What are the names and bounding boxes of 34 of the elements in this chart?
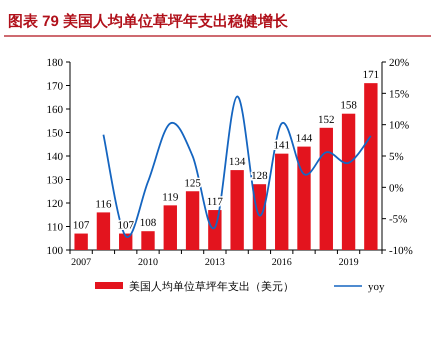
data-label: 134: [228, 156, 246, 168]
y-tick-label: 120: [46, 198, 64, 210]
x-tick-label: 2010: [138, 257, 158, 268]
y-tick-label: 100: [46, 245, 64, 257]
y2-tick-label: 10%: [389, 120, 410, 132]
data-label: 116: [95, 198, 112, 210]
y-tick-label: 160: [46, 104, 64, 116]
y2-tick-label: 5%: [389, 151, 404, 163]
x-tick-label: 2013: [204, 257, 225, 268]
y-tick-label: 140: [46, 151, 64, 163]
chart-title: 图表 79 美国人均单位草坪年支出稳健增长: [8, 12, 290, 30]
data-label: 108: [140, 217, 157, 230]
y-tick-label: 170: [46, 80, 64, 92]
y-tick-label: 130: [46, 174, 64, 186]
x-tick-label: 2019: [338, 257, 359, 268]
x-tick-label: 2016: [272, 257, 292, 268]
y2-tick-label: 15%: [389, 88, 410, 100]
legend-label: 美国人均单位草坪年支出（美元）: [129, 280, 294, 293]
legend-label: yoy: [368, 281, 385, 293]
data-label: 158: [340, 100, 358, 112]
x-tick-label: 2007: [71, 257, 92, 268]
y2-tick-label: 0%: [389, 182, 404, 194]
data-label: 171: [362, 69, 380, 82]
data-label: 152: [318, 114, 335, 126]
y-tick-label: 110: [46, 222, 64, 234]
y2-tick-label: -10%: [389, 245, 413, 257]
data-label: 144: [296, 132, 313, 145]
y-tick-label: 180: [46, 57, 64, 69]
y-tick-label: 150: [46, 128, 64, 140]
y2-tick-label: -5%: [389, 214, 408, 226]
y2-tick-label: 20%: [389, 57, 410, 69]
data-label: 107: [72, 220, 90, 232]
data-label: 119: [162, 191, 179, 204]
data-label: 128: [251, 170, 268, 182]
